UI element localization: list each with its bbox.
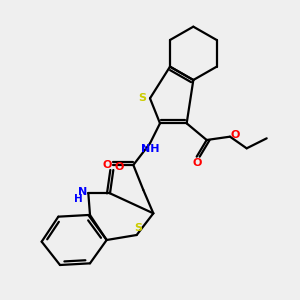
Text: O: O [230, 130, 240, 140]
Text: S: S [139, 93, 147, 103]
Text: O: O [115, 162, 124, 172]
Text: N: N [78, 187, 87, 197]
Text: S: S [134, 223, 142, 233]
Text: H: H [74, 194, 83, 204]
Text: NH: NH [141, 144, 159, 154]
Text: O: O [193, 158, 202, 168]
Text: O: O [103, 160, 112, 170]
